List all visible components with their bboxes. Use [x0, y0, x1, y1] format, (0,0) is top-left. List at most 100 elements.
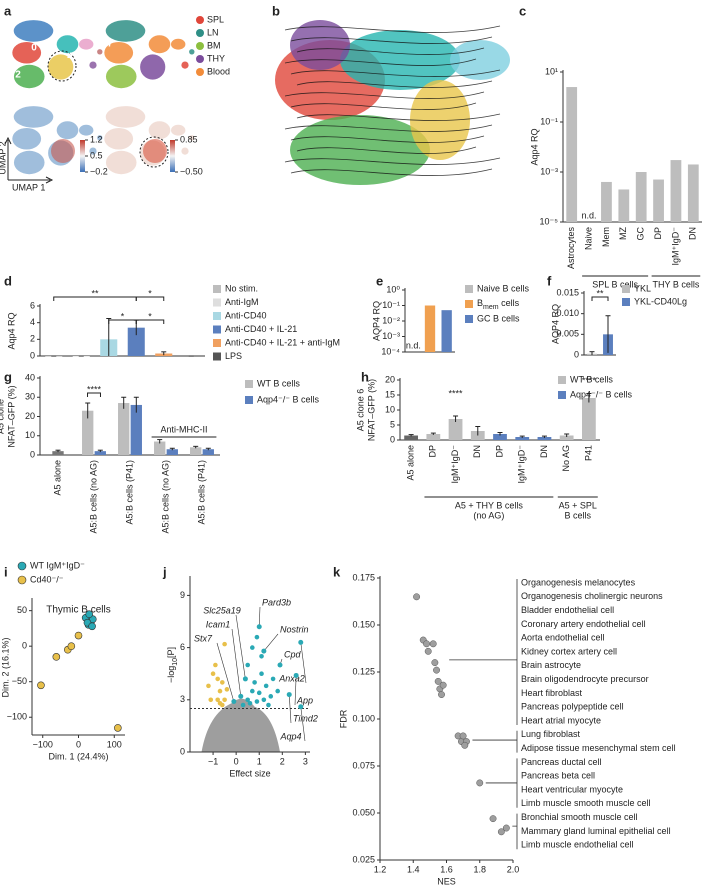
point — [114, 724, 122, 732]
gene-set-label: Brain astrocyte — [521, 660, 581, 670]
point — [250, 645, 255, 650]
point — [245, 697, 250, 703]
gene-set-label: Bladder endothelial cell — [521, 605, 614, 615]
bar — [566, 87, 578, 222]
significance-bracket — [591, 296, 609, 301]
umap-cluster — [148, 35, 171, 54]
leader-line — [216, 642, 235, 702]
umap-cluster — [13, 106, 54, 128]
significance-label: ** — [596, 288, 604, 298]
point — [286, 692, 292, 698]
significance-label: * — [148, 311, 152, 321]
y-axis-label: Aqp4 RQ — [529, 128, 539, 165]
legend-swatch — [213, 298, 221, 307]
y-axis-label: Aqp4 RQ — [6, 312, 16, 349]
x-tick-label: GC — [636, 226, 646, 240]
cluster-label: 3 — [72, 29, 78, 40]
y-tick-label: 0 — [22, 641, 27, 651]
legend-swatch — [213, 285, 221, 293]
y-tick-label: 0 — [574, 349, 579, 359]
legend-swatch — [213, 352, 221, 361]
y-axis-label: −log10[P] — [166, 647, 179, 683]
x-tick-label: DN — [688, 227, 698, 240]
y-tick-label: 15 — [385, 389, 395, 399]
umap-cluster — [56, 35, 79, 54]
cluster-label: 4 — [67, 52, 73, 63]
bar — [493, 434, 507, 440]
bar — [618, 189, 630, 222]
point — [424, 647, 432, 655]
gene-label: Icam1 — [206, 619, 231, 629]
legend-swatch — [196, 55, 204, 63]
gene-label: Pard3b — [262, 597, 291, 607]
significance-label: * — [148, 288, 152, 298]
significance-bracket — [135, 319, 165, 324]
panel-label: j — [162, 564, 167, 579]
bar — [190, 447, 202, 455]
legend-swatch — [622, 285, 630, 293]
point — [217, 700, 223, 706]
significance-label: **** — [582, 375, 597, 385]
leader-line — [258, 606, 261, 627]
x-tick-label: 0 — [76, 739, 81, 749]
gene-label: Nostrin — [280, 624, 309, 634]
significance-label: * — [121, 311, 125, 321]
x-tick-label: A5 alone — [52, 460, 62, 496]
gene-set-label: Pancreas ductal cell — [521, 757, 602, 767]
y-tick-label: 0.050 — [352, 807, 375, 817]
bar — [537, 437, 552, 440]
bar — [202, 449, 214, 455]
legend-label: Aqp4⁻/⁻ B cells — [257, 394, 320, 404]
velocity-stream — [284, 58, 477, 66]
y-tick-label: 0.100 — [352, 713, 375, 723]
group-bracket — [472, 730, 518, 753]
chart-title: Thymic B cells — [46, 605, 110, 616]
y-tick-label: 6 — [180, 642, 185, 652]
y-tick-label: −100 — [7, 712, 27, 722]
point — [213, 662, 218, 668]
annotation: n.d. — [582, 210, 597, 220]
colorbar — [170, 140, 175, 172]
x-axis-label: Effect size — [229, 768, 270, 778]
y-axis-label: AQP4 RQ — [371, 301, 381, 341]
point — [256, 690, 262, 696]
x-tick-label: IgM⁺IgD⁻ — [670, 227, 680, 266]
x-tick-label: Astrocytes — [566, 227, 576, 270]
bar — [154, 441, 166, 455]
legend-swatch — [196, 16, 204, 24]
y-tick-label: 0.010 — [556, 308, 579, 318]
y-tick-label: 0.015 — [556, 287, 579, 297]
y-axis-label-part: −log — [166, 666, 176, 683]
y-tick-label: 2 — [30, 334, 35, 344]
x-tick-label: DN — [472, 445, 482, 458]
point — [259, 654, 264, 659]
group-label: B cells — [565, 510, 592, 520]
y-axis-label: UMAP 2 — [0, 141, 7, 174]
bar — [82, 410, 94, 455]
legend-label-part: cells — [499, 298, 520, 308]
x-tick-label: 3 — [303, 756, 308, 766]
point — [268, 694, 274, 699]
point — [242, 676, 248, 682]
panel-label: i — [4, 564, 8, 579]
legend-label: THY — [207, 53, 225, 63]
bar — [404, 435, 418, 440]
umap-cluster — [189, 135, 195, 141]
point — [252, 680, 257, 685]
cluster-label: 0 — [31, 43, 37, 54]
gene-set-label: Heart fibroblast — [521, 688, 583, 698]
point — [245, 662, 250, 668]
group-bracket — [512, 813, 518, 850]
bar — [94, 451, 106, 455]
umap-hotspot — [143, 139, 167, 163]
y-tick-label: 10⁻² — [382, 315, 400, 325]
point — [240, 702, 246, 708]
y-tick-label: −50 — [12, 676, 27, 686]
bar — [424, 305, 436, 352]
legend-label-part: mem — [483, 304, 499, 311]
legend-label: WT B cells — [257, 378, 300, 388]
leader-line — [288, 694, 292, 724]
colorbar-tick-label: 0.85 — [180, 134, 198, 144]
velocity-cluster — [340, 30, 460, 90]
y-tick-label: 10¹ — [545, 66, 558, 76]
